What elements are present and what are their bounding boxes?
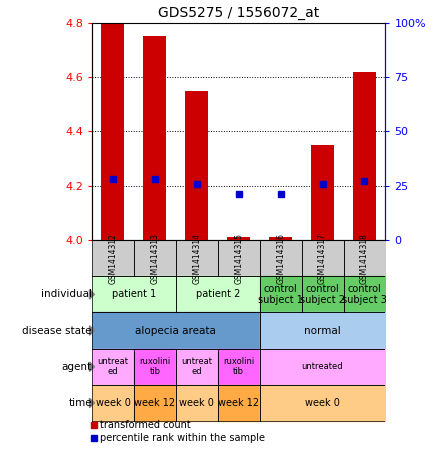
Text: percentile rank within the sample: percentile rank within the sample	[100, 433, 265, 443]
Text: patient 2: patient 2	[195, 289, 240, 299]
Text: week 12: week 12	[134, 398, 176, 408]
Text: normal: normal	[304, 326, 341, 336]
Bar	[353, 72, 376, 240]
Text: agent: agent	[62, 362, 92, 372]
Text: control
subject 2: control subject 2	[300, 284, 345, 305]
Text: untreat
ed: untreat ed	[97, 357, 128, 376]
Text: GSM1414315: GSM1414315	[234, 233, 243, 284]
Bar	[269, 237, 292, 240]
Text: week 0: week 0	[179, 398, 214, 408]
Text: untreated: untreated	[302, 362, 343, 371]
Text: control
subject 1: control subject 1	[258, 284, 303, 305]
Polygon shape	[89, 290, 95, 299]
Text: week 0: week 0	[95, 398, 131, 408]
Text: patient 1: patient 1	[112, 289, 156, 299]
Text: alopecia areata: alopecia areata	[135, 326, 216, 336]
Text: GSM1414313: GSM1414313	[150, 233, 159, 284]
Text: GSM1414316: GSM1414316	[276, 233, 285, 284]
Text: GSM1414318: GSM1414318	[360, 233, 369, 284]
Text: ruxolini
tib: ruxolini tib	[223, 357, 254, 376]
Text: untreat
ed: untreat ed	[181, 357, 212, 376]
Text: time: time	[68, 398, 92, 408]
Bar	[185, 91, 208, 240]
Text: week 0: week 0	[305, 398, 340, 408]
Text: individual: individual	[41, 289, 92, 299]
Bar	[143, 36, 166, 240]
Bar	[227, 237, 250, 240]
Text: GSM1414312: GSM1414312	[109, 233, 117, 284]
Text: control
subject 3: control subject 3	[342, 284, 387, 305]
Polygon shape	[89, 326, 95, 335]
Bar	[102, 23, 124, 240]
Text: GSM1414317: GSM1414317	[318, 233, 327, 284]
Polygon shape	[89, 398, 95, 408]
Title: GDS5275 / 1556072_at: GDS5275 / 1556072_at	[158, 6, 319, 20]
Text: GSM1414314: GSM1414314	[192, 233, 201, 284]
Polygon shape	[89, 362, 95, 371]
Bar	[311, 145, 334, 240]
Text: disease state: disease state	[22, 326, 92, 336]
Text: ruxolini
tib: ruxolini tib	[139, 357, 170, 376]
Text: transformed count: transformed count	[100, 420, 191, 430]
Text: week 12: week 12	[218, 398, 259, 408]
